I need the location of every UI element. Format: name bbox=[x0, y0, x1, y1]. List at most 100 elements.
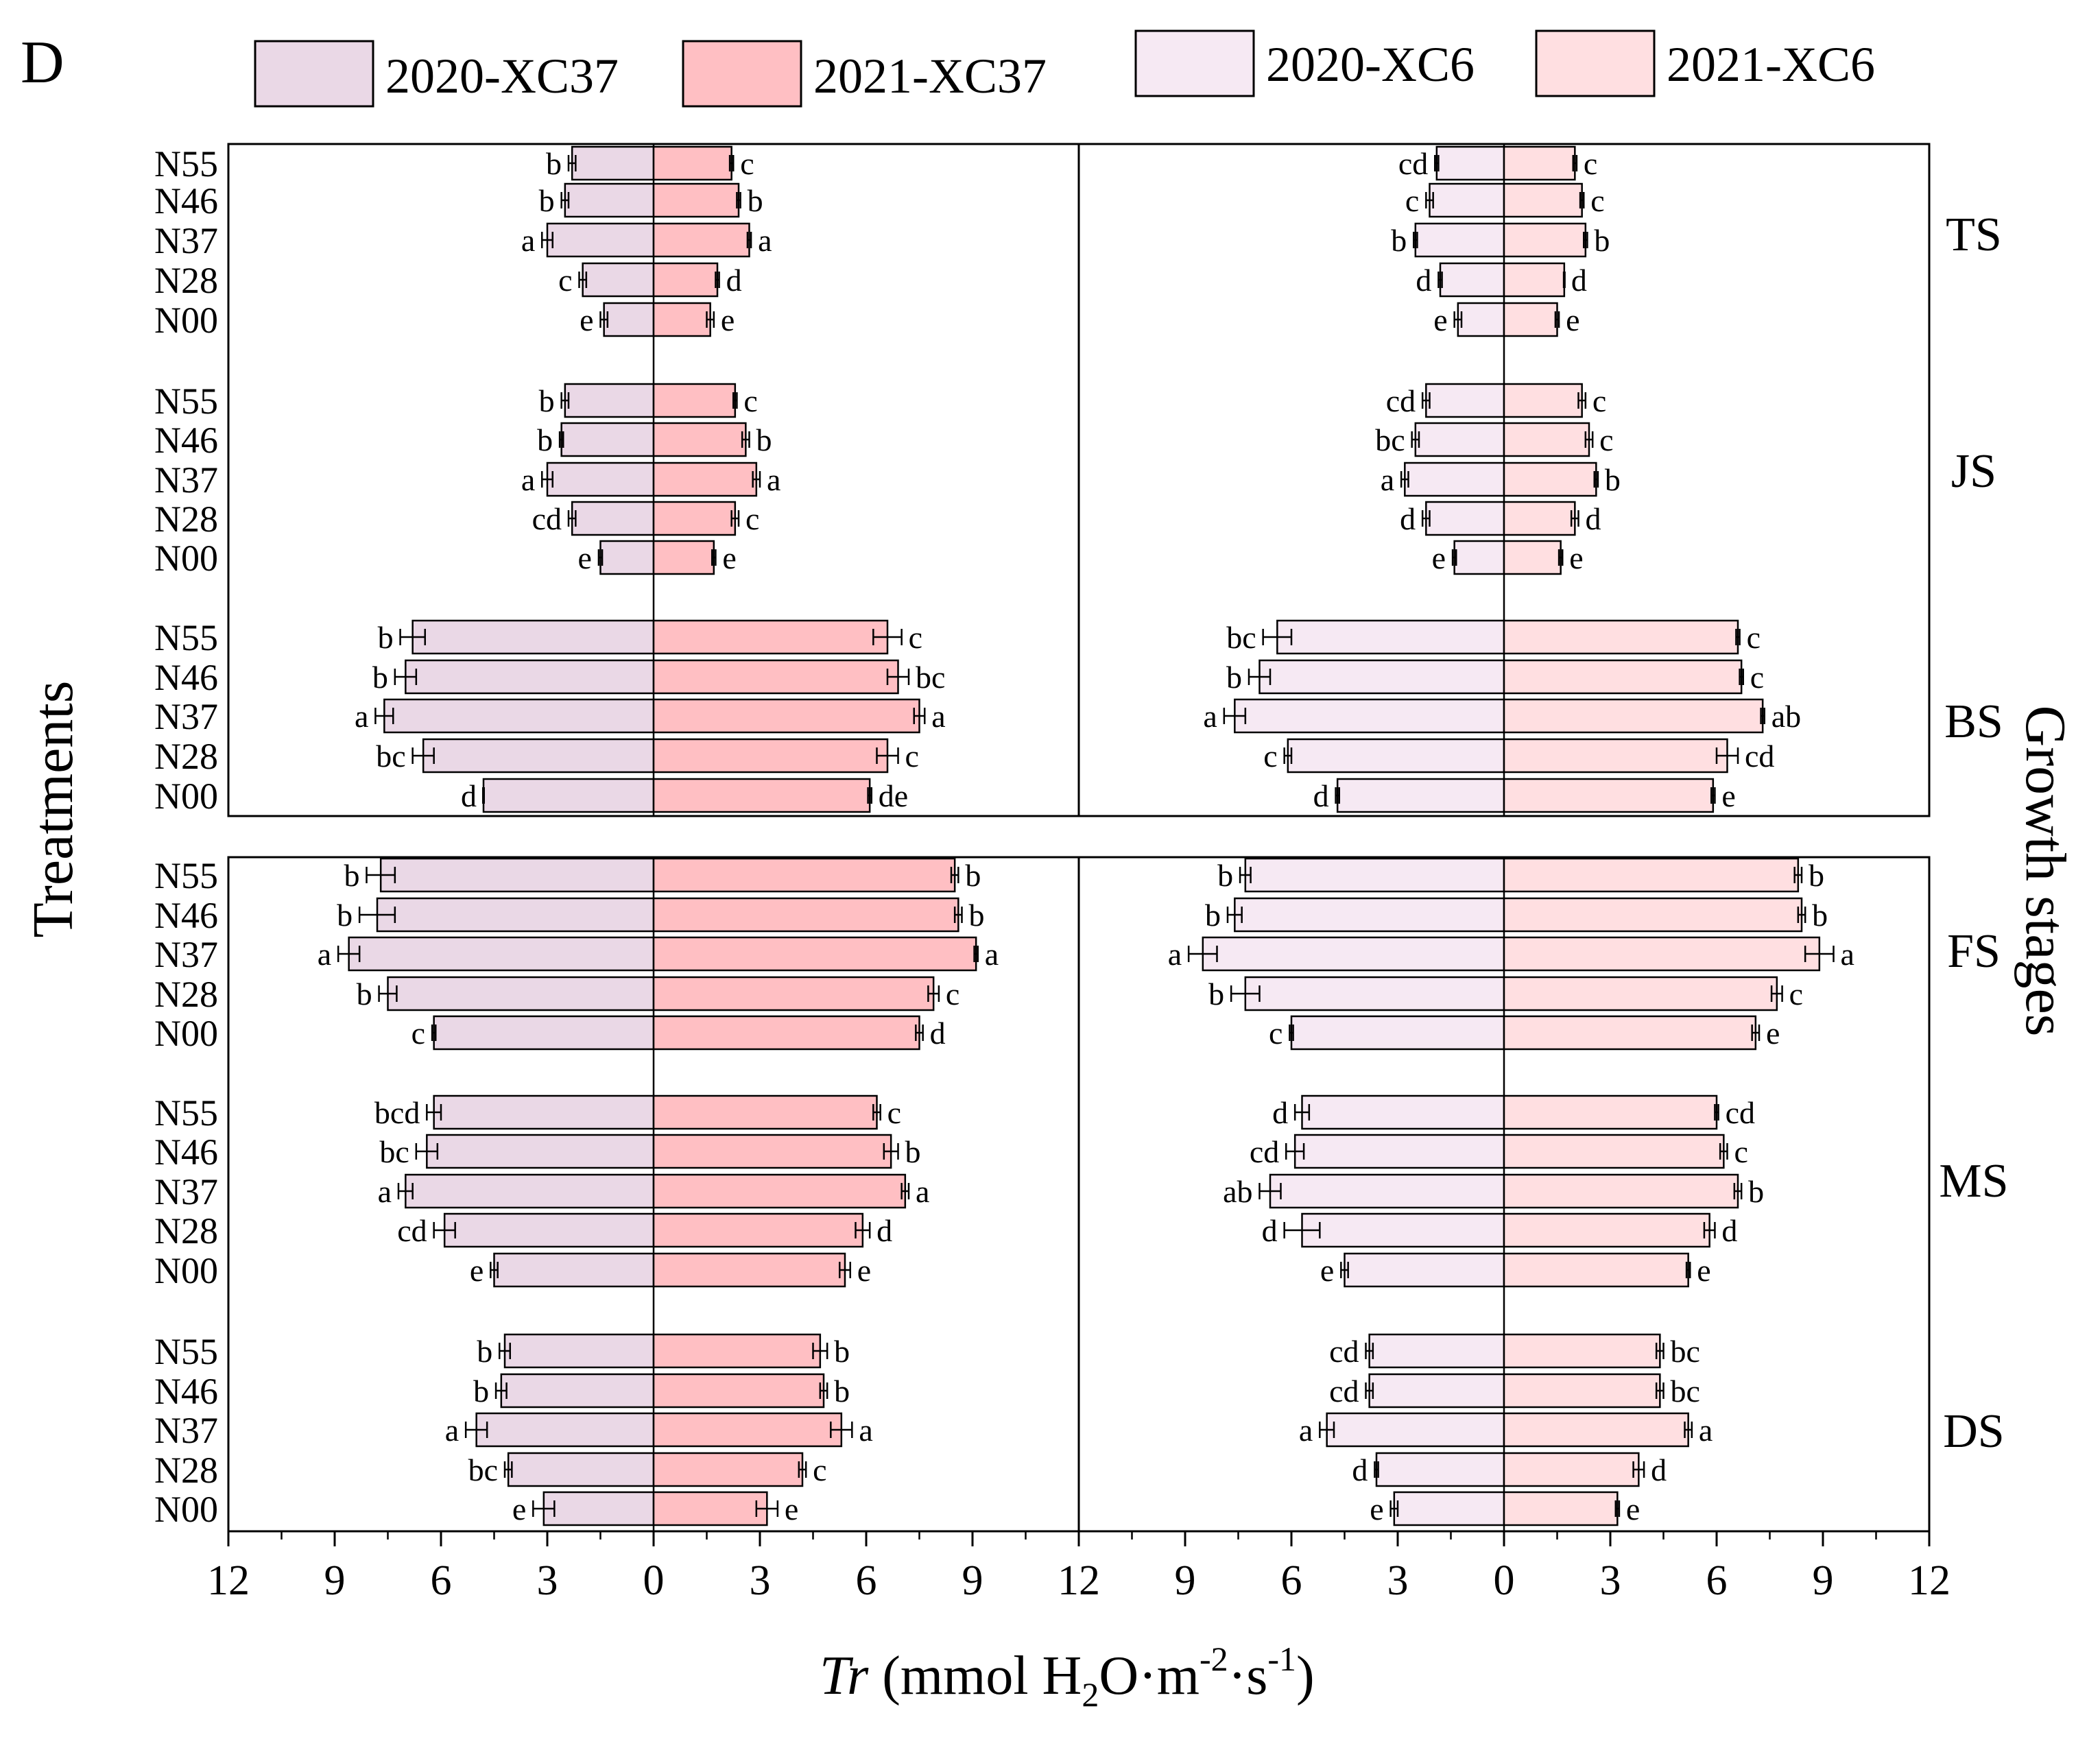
sig-letter: c bbox=[909, 620, 922, 655]
sig-letter: e bbox=[722, 540, 736, 575]
treatment-label-n37: N37 bbox=[154, 934, 218, 975]
bar-2020-xc37-ts-n55 bbox=[571, 145, 655, 181]
sig-letter: e bbox=[1320, 1253, 1334, 1288]
bar-2021-xc6-bs-n46 bbox=[1503, 659, 1743, 695]
sig-letter: c bbox=[813, 1452, 826, 1487]
stage-label-fs: FS bbox=[1947, 925, 2001, 978]
bar-2021-xc37-js-n28 bbox=[652, 501, 737, 536]
bar-2021-xc6-ts-n46 bbox=[1503, 182, 1583, 218]
legend: 2020-XC37 2021-XC37 2020-XC6 2021-XC6 bbox=[254, 29, 1875, 108]
sig-letter: b bbox=[477, 1334, 492, 1369]
sig-letter: b bbox=[756, 422, 772, 457]
sig-letter: a bbox=[521, 462, 535, 497]
treatment-label-n46: N46 bbox=[154, 1371, 218, 1412]
bar-2020-xc6-js-n28 bbox=[1425, 501, 1505, 536]
bar-2021-xc37-bs-n37 bbox=[652, 698, 920, 734]
bar-2020-xc37-ds-n28 bbox=[507, 1452, 655, 1487]
bar-2020-xc37-js-n37 bbox=[546, 462, 655, 497]
sig-letter: c bbox=[1584, 146, 1597, 181]
bar-2021-xc6-fs-n55 bbox=[1503, 857, 1800, 893]
sig-letter: e bbox=[1721, 778, 1735, 813]
treatment-label-n00: N00 bbox=[154, 1250, 218, 1291]
treatment-label-n37: N37 bbox=[154, 696, 218, 737]
x-tick-label: 9 bbox=[1175, 1557, 1196, 1604]
sig-letter: bc bbox=[1226, 620, 1256, 655]
stage-label-ts: TS bbox=[1946, 208, 2002, 261]
bar-2020-xc37-bs-n46 bbox=[405, 659, 655, 695]
bar-group: bc c bbox=[1226, 619, 1761, 655]
sig-letter: b bbox=[1605, 462, 1621, 497]
treatment-label-n00: N00 bbox=[154, 538, 218, 579]
bar-2020-xc37-ds-n46 bbox=[500, 1373, 655, 1409]
bar-2020-xc6-ts-n28 bbox=[1439, 262, 1505, 298]
sig-letter: c bbox=[740, 146, 754, 181]
bar-2021-xc6-ts-n00 bbox=[1503, 302, 1558, 337]
legend-swatch-2020-xc6 bbox=[1134, 29, 1255, 97]
treatment-label-n46: N46 bbox=[154, 420, 218, 461]
bar-group: cd c bbox=[1398, 145, 1597, 181]
y-axis-title: Treatments bbox=[21, 681, 85, 938]
bar-group: cd bc bbox=[1329, 1333, 1700, 1369]
bar-2020-xc6-bs-n00 bbox=[1336, 778, 1505, 813]
bar-2021-xc37-ms-n37 bbox=[652, 1173, 907, 1209]
bar-2021-xc6-ms-n37 bbox=[1503, 1173, 1739, 1209]
sig-letter: cd bbox=[532, 501, 562, 536]
bar-2020-xc37-ds-n00 bbox=[542, 1491, 655, 1526]
bar-2021-xc37-fs-n00 bbox=[652, 1015, 920, 1051]
bar-2021-xc37-ts-n28 bbox=[652, 262, 719, 298]
sig-letter: a bbox=[931, 699, 945, 734]
sig-letter: c bbox=[1789, 977, 1803, 1011]
sig-letter: cd bbox=[1329, 1374, 1359, 1409]
bar-2021-xc6-ts-n55 bbox=[1503, 145, 1576, 181]
bar-group: d cd bbox=[1272, 1094, 1755, 1130]
bar-2021-xc6-ms-n28 bbox=[1503, 1212, 1710, 1248]
sig-letter: cd bbox=[1329, 1334, 1359, 1369]
bar-group: c cd bbox=[1263, 738, 1774, 774]
bar-group: d de bbox=[461, 778, 908, 813]
bar-group: cd c bbox=[1386, 383, 1606, 418]
bar-2020-xc37-ms-n28 bbox=[443, 1212, 655, 1248]
sig-letter: cd bbox=[1386, 383, 1416, 418]
bar-2021-xc6-fs-n00 bbox=[1503, 1015, 1757, 1051]
bar-2020-xc6-fs-n46 bbox=[1234, 897, 1505, 933]
sig-letter: cd bbox=[1726, 1095, 1755, 1130]
sig-letter: a bbox=[1841, 937, 1854, 972]
stage-label-ms: MS bbox=[1939, 1155, 2008, 1208]
sig-letter: b bbox=[905, 1134, 921, 1169]
treatment-label-n55: N55 bbox=[154, 1331, 218, 1372]
sig-letter: e bbox=[1697, 1253, 1710, 1288]
x-tick-label: 0 bbox=[643, 1557, 665, 1604]
bar-2021-xc37-ts-n37 bbox=[652, 222, 750, 258]
sig-letter: b bbox=[965, 858, 981, 893]
sig-letter: bc bbox=[1671, 1374, 1700, 1409]
bar-2021-xc37-bs-n28 bbox=[652, 738, 889, 774]
bar-2021-xc37-bs-n46 bbox=[652, 659, 899, 695]
sig-letter: e bbox=[1433, 302, 1447, 337]
x-axis-ticks: 12 9 6 3 0 3 6 9 12 9 6 3 0 3 6 9 12 bbox=[207, 1530, 1950, 1604]
bar-2021-xc37-ts-n46 bbox=[652, 182, 740, 218]
sig-letter: e bbox=[580, 302, 593, 337]
sig-letter: d bbox=[1352, 1452, 1368, 1487]
bar-2020-xc6-ts-n55 bbox=[1435, 145, 1505, 181]
sig-letter: b bbox=[1226, 660, 1242, 695]
treatment-label-n37: N37 bbox=[154, 1171, 218, 1212]
sig-letter: a bbox=[767, 462, 780, 497]
sig-letter: a bbox=[445, 1413, 459, 1448]
x-tick-label: 3 bbox=[750, 1557, 771, 1604]
bar-2021-xc37-ms-n28 bbox=[652, 1212, 864, 1248]
bar-2020-xc37-js-n55 bbox=[564, 383, 655, 418]
